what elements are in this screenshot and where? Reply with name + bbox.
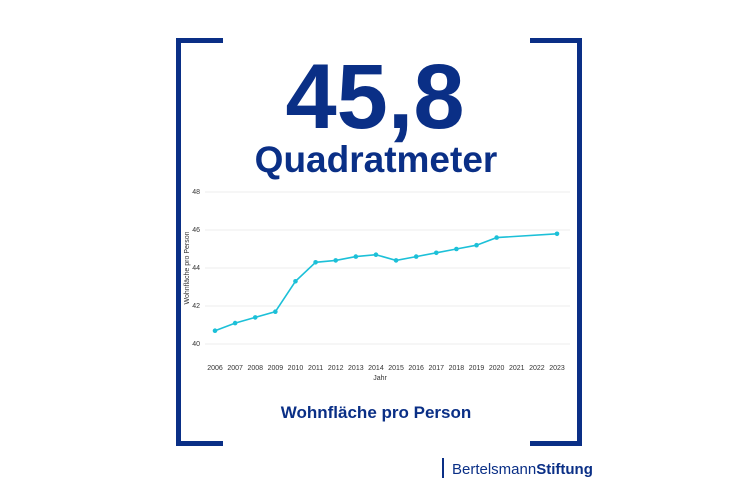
- x-tick-label: 2013: [348, 365, 364, 372]
- x-tick-label: 2019: [469, 365, 485, 372]
- brackets: [176, 38, 582, 446]
- point: [433, 250, 439, 256]
- point: [413, 254, 419, 259]
- point: [454, 246, 459, 252]
- y-tick-label: 42: [192, 303, 200, 310]
- y-tick-label: 44: [192, 265, 200, 272]
- point: [353, 254, 359, 259]
- y-tick-label: 40: [192, 341, 200, 348]
- x-tick-label: 2014: [368, 365, 384, 372]
- x-tick-label: 2017: [429, 365, 445, 372]
- point: [293, 279, 298, 284]
- point: [333, 258, 339, 263]
- x-axis-label: Jahr: [373, 375, 387, 382]
- y-tick-label: 48: [192, 189, 200, 196]
- point: [273, 309, 278, 315]
- headline: 45,8: [285, 46, 464, 148]
- x-tick-label: 2010: [288, 365, 304, 372]
- bracket: [530, 441, 582, 446]
- point: [232, 320, 238, 326]
- point: [373, 252, 379, 257]
- x-tick-label: 2020: [489, 365, 505, 372]
- point: [252, 315, 258, 320]
- x-tick-label: 2023: [549, 365, 565, 372]
- point: [212, 328, 218, 334]
- x-tick-label: 2022: [529, 365, 545, 372]
- x-tick-label: 2009: [268, 365, 284, 372]
- logo-text: Stiftung: [536, 461, 593, 478]
- chart-title: Wohnfläche pro Person: [281, 403, 472, 422]
- x-tick-label: 2012: [328, 365, 344, 372]
- bracket: [176, 38, 181, 446]
- x-tick-label: 2021: [509, 365, 525, 372]
- point: [494, 235, 499, 240]
- logo-text: Bertelsmann: [452, 461, 536, 478]
- line: [214, 233, 558, 332]
- x-tick-label: 2011: [308, 365, 323, 372]
- y-axis-label: Wohnfläche pro Person: [184, 231, 191, 304]
- point: [313, 260, 318, 265]
- logo-bar: [442, 458, 444, 478]
- point: [554, 231, 560, 237]
- unit: Quadratmeter: [255, 139, 498, 180]
- bracket: [530, 38, 582, 43]
- bracket: [176, 441, 223, 446]
- bracket: [176, 38, 223, 43]
- x-tick-label: 2006: [207, 365, 223, 372]
- x-tick-label: 2007: [227, 365, 243, 372]
- x-tick-label: 2018: [449, 365, 465, 372]
- x-tick-label: 2016: [408, 365, 424, 372]
- x-tick-label: 2015: [388, 365, 404, 372]
- point: [393, 258, 399, 263]
- x-tick-label: 2008: [247, 365, 263, 372]
- y-tick-label: 46: [192, 227, 200, 234]
- logo: BertelsmannStiftung: [452, 461, 593, 478]
- bracket: [577, 38, 582, 446]
- point: [474, 242, 479, 248]
